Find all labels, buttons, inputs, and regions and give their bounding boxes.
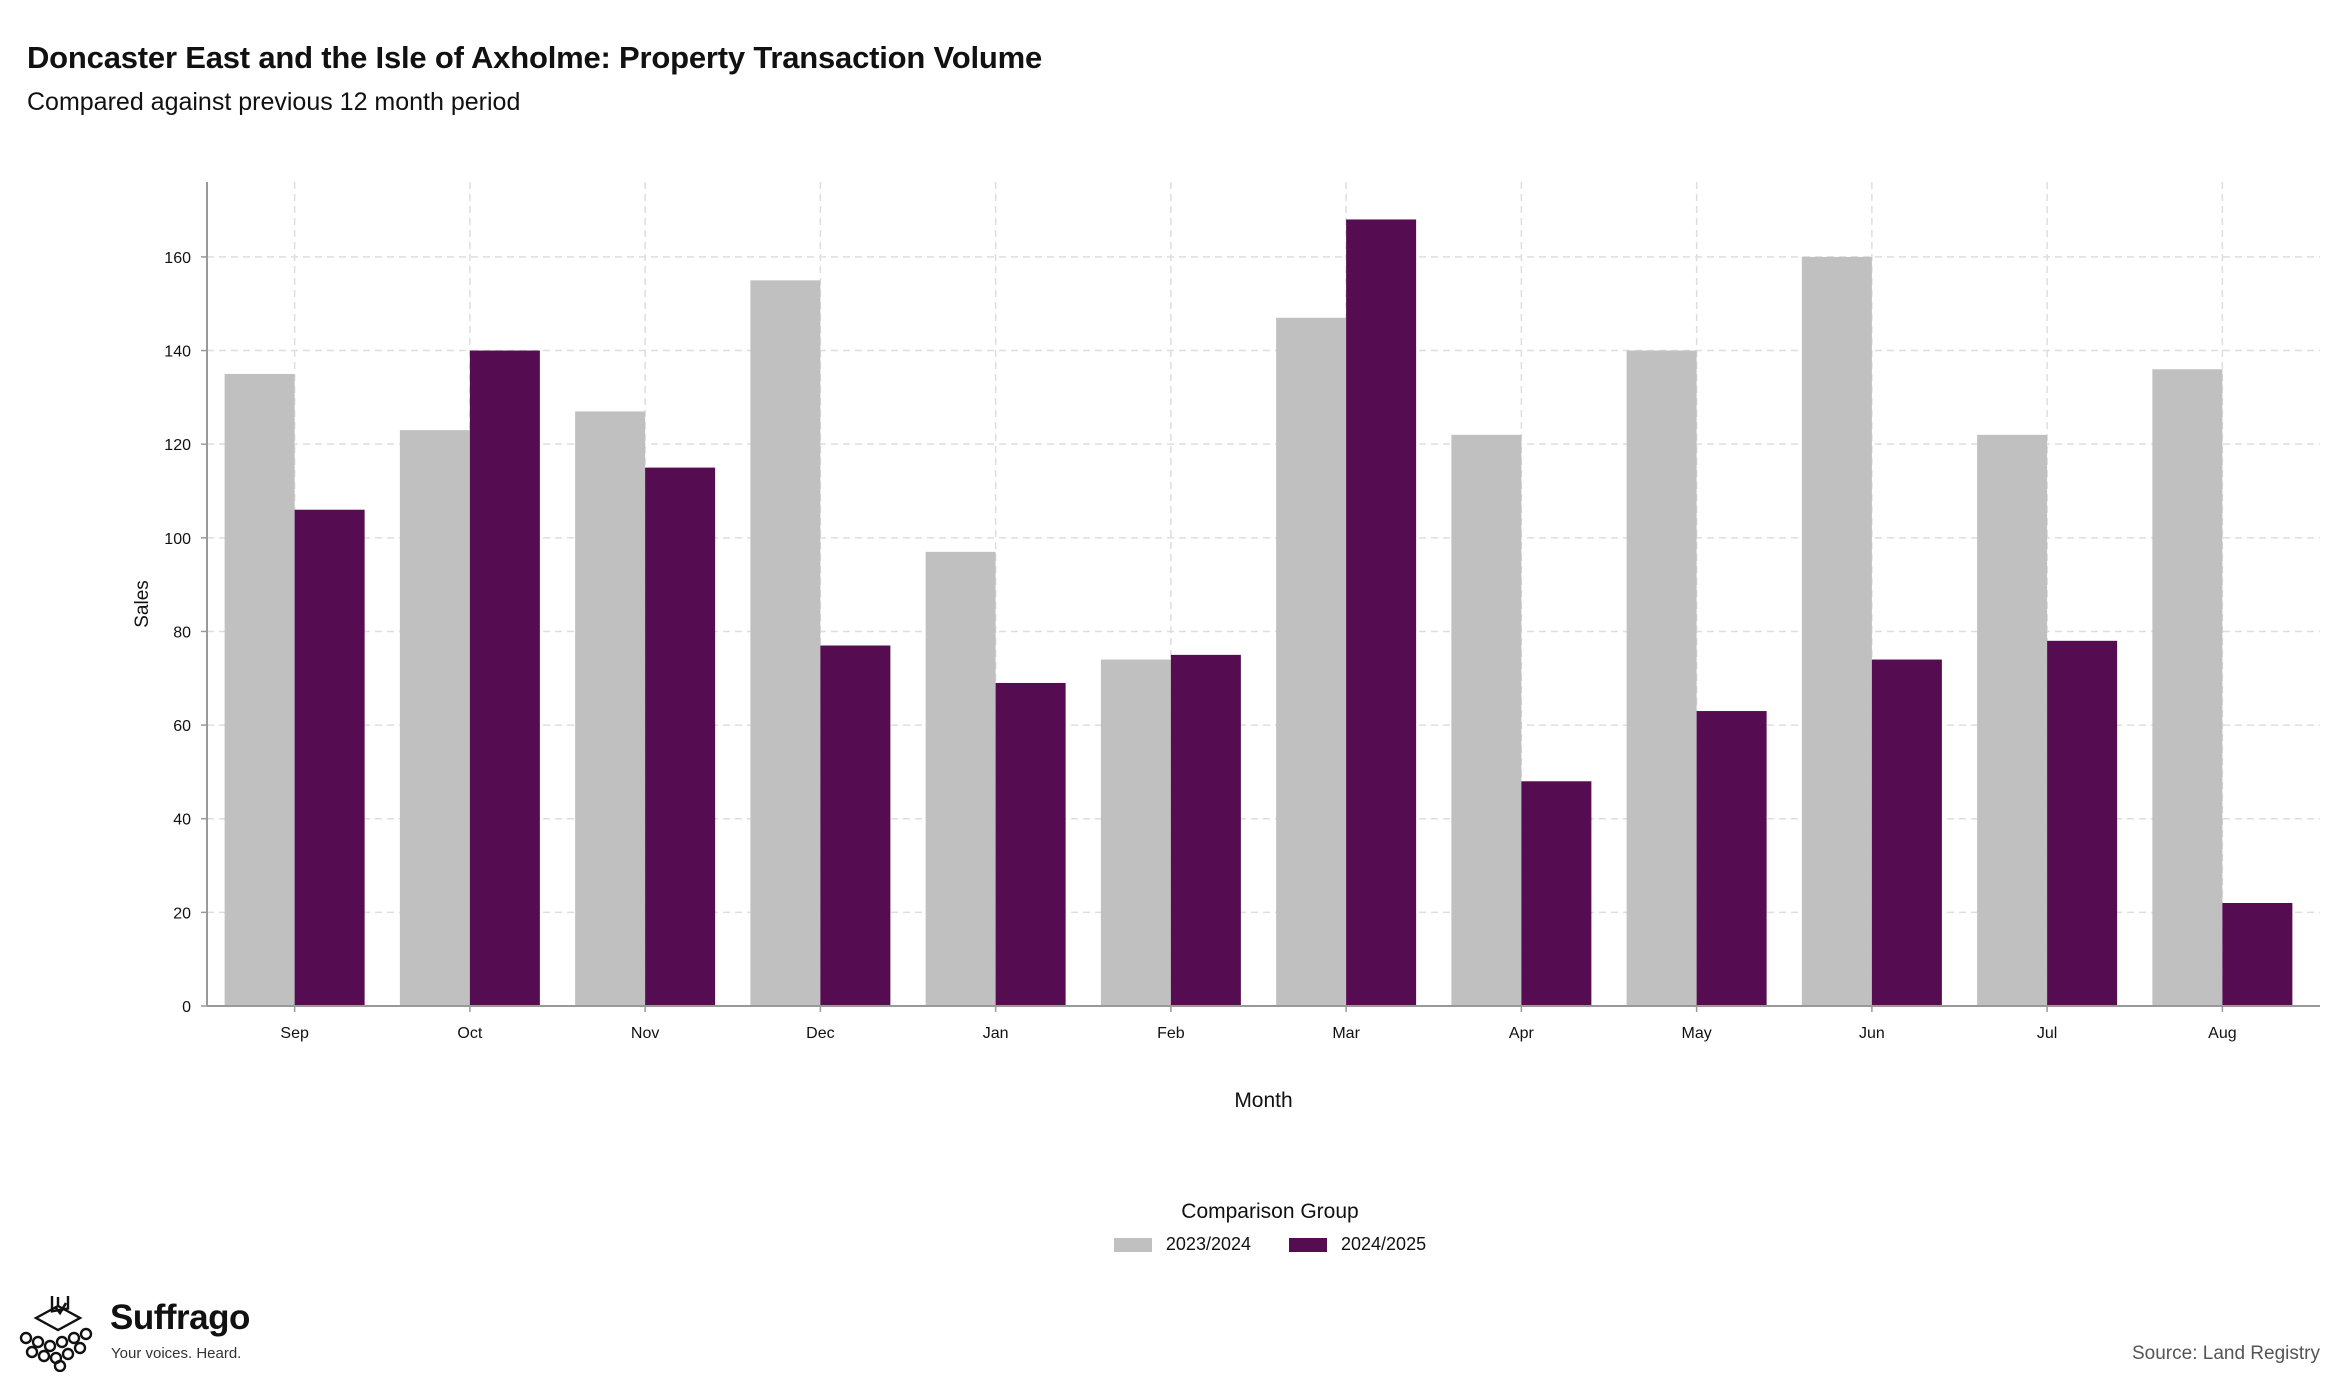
bar-2023-2024 xyxy=(1100,659,1171,1006)
bar-2023-2024 xyxy=(925,551,996,1006)
bar-2023-2024 xyxy=(1276,317,1347,1007)
y-tick-label: 160 xyxy=(164,250,191,267)
bar-2023-2024 xyxy=(575,411,646,1007)
bar-2024-2025 xyxy=(1346,219,1417,1007)
x-tick-label: May xyxy=(1682,1025,1712,1042)
legend-swatch-2023-2024 xyxy=(1113,1237,1152,1252)
bar-2024-2025 xyxy=(2222,903,2293,1006)
chart-subtitle: Compared against previous 12 month perio… xyxy=(27,88,521,116)
x-tick-label: Dec xyxy=(806,1025,834,1042)
x-tick-label: Jan xyxy=(983,1025,1009,1042)
legend-label-2023-2024: 2023/2024 xyxy=(1165,1234,1251,1254)
legend-item-2024-2025: 2024/2025 xyxy=(1289,1234,1426,1255)
y-tick-label: 120 xyxy=(164,437,191,454)
bar-2024-2025 xyxy=(1696,711,1767,1006)
legend: Comparison Group 2023/2024 2024/2025 xyxy=(1090,1200,1450,1255)
bar-2023-2024 xyxy=(1977,434,2048,1006)
bar-2024-2025 xyxy=(1871,659,1942,1006)
y-tick-label: 80 xyxy=(173,624,191,641)
x-tick-label: Nov xyxy=(631,1025,659,1042)
x-tick-label: Sep xyxy=(280,1025,309,1042)
bar-chart: 0 20 40 60 80 100 120 140 160 Sep Oct Nov Dec Jan Feb M… xyxy=(132,182,2320,1112)
bar-2023-2024 xyxy=(1626,350,1697,1007)
bar-2023-2024 xyxy=(1451,434,1522,1006)
y-tick-label: 100 xyxy=(164,531,191,548)
source-note: Source: Land Registry xyxy=(2132,1343,2320,1364)
x-tick-label: Feb xyxy=(1157,1025,1185,1042)
y-tick-label: 20 xyxy=(173,905,191,922)
legend-title: Comparison Group xyxy=(1181,1200,1359,1223)
x-tick-label: Aug xyxy=(2208,1025,2236,1042)
bar-2024-2025 xyxy=(995,682,1066,1006)
brand-name: Suffrago xyxy=(110,1298,250,1337)
x-tick-label: Jul xyxy=(2037,1025,2057,1042)
chart-title: Doncaster East and the Isle of Axholme: … xyxy=(27,40,1043,75)
y-tick-label: 140 xyxy=(164,344,191,361)
bar-2024-2025 xyxy=(1170,654,1241,1006)
ballot-box-crowd-icon xyxy=(19,1296,93,1372)
brand-tagline: Your voices. Heard. xyxy=(111,1345,242,1362)
bar-2024-2025 xyxy=(469,350,540,1007)
bar-2024-2025 xyxy=(294,509,365,1006)
bar-2023-2024 xyxy=(1801,256,1872,1007)
y-tick-label: 60 xyxy=(173,718,191,735)
bar-2023-2024 xyxy=(224,373,295,1006)
bar-2024-2025 xyxy=(1521,781,1592,1006)
bar-2024-2025 xyxy=(820,645,891,1006)
y-tick-label: 0 xyxy=(182,999,191,1016)
y-axis-label: Sales xyxy=(132,580,153,628)
x-tick-label: Oct xyxy=(457,1025,482,1042)
x-axis-label: Month xyxy=(1234,1089,1292,1112)
x-tick-label: Mar xyxy=(1332,1025,1360,1042)
legend-item-2023-2024: 2023/2024 xyxy=(1113,1234,1251,1255)
bar-2023-2024 xyxy=(750,280,821,1006)
x-tick-label: Apr xyxy=(1509,1025,1535,1042)
bar-2023-2024 xyxy=(2152,369,2223,1007)
bar-2024-2025 xyxy=(2047,640,2118,1006)
legend-swatch-2024-2025 xyxy=(1289,1237,1327,1252)
legend-label-2024-2025: 2024/2025 xyxy=(1341,1234,1427,1254)
bar-2023-2024 xyxy=(399,430,470,1006)
y-tick-label: 40 xyxy=(173,812,191,829)
x-tick-label: Jun xyxy=(1859,1025,1885,1042)
bar-2024-2025 xyxy=(645,467,716,1006)
